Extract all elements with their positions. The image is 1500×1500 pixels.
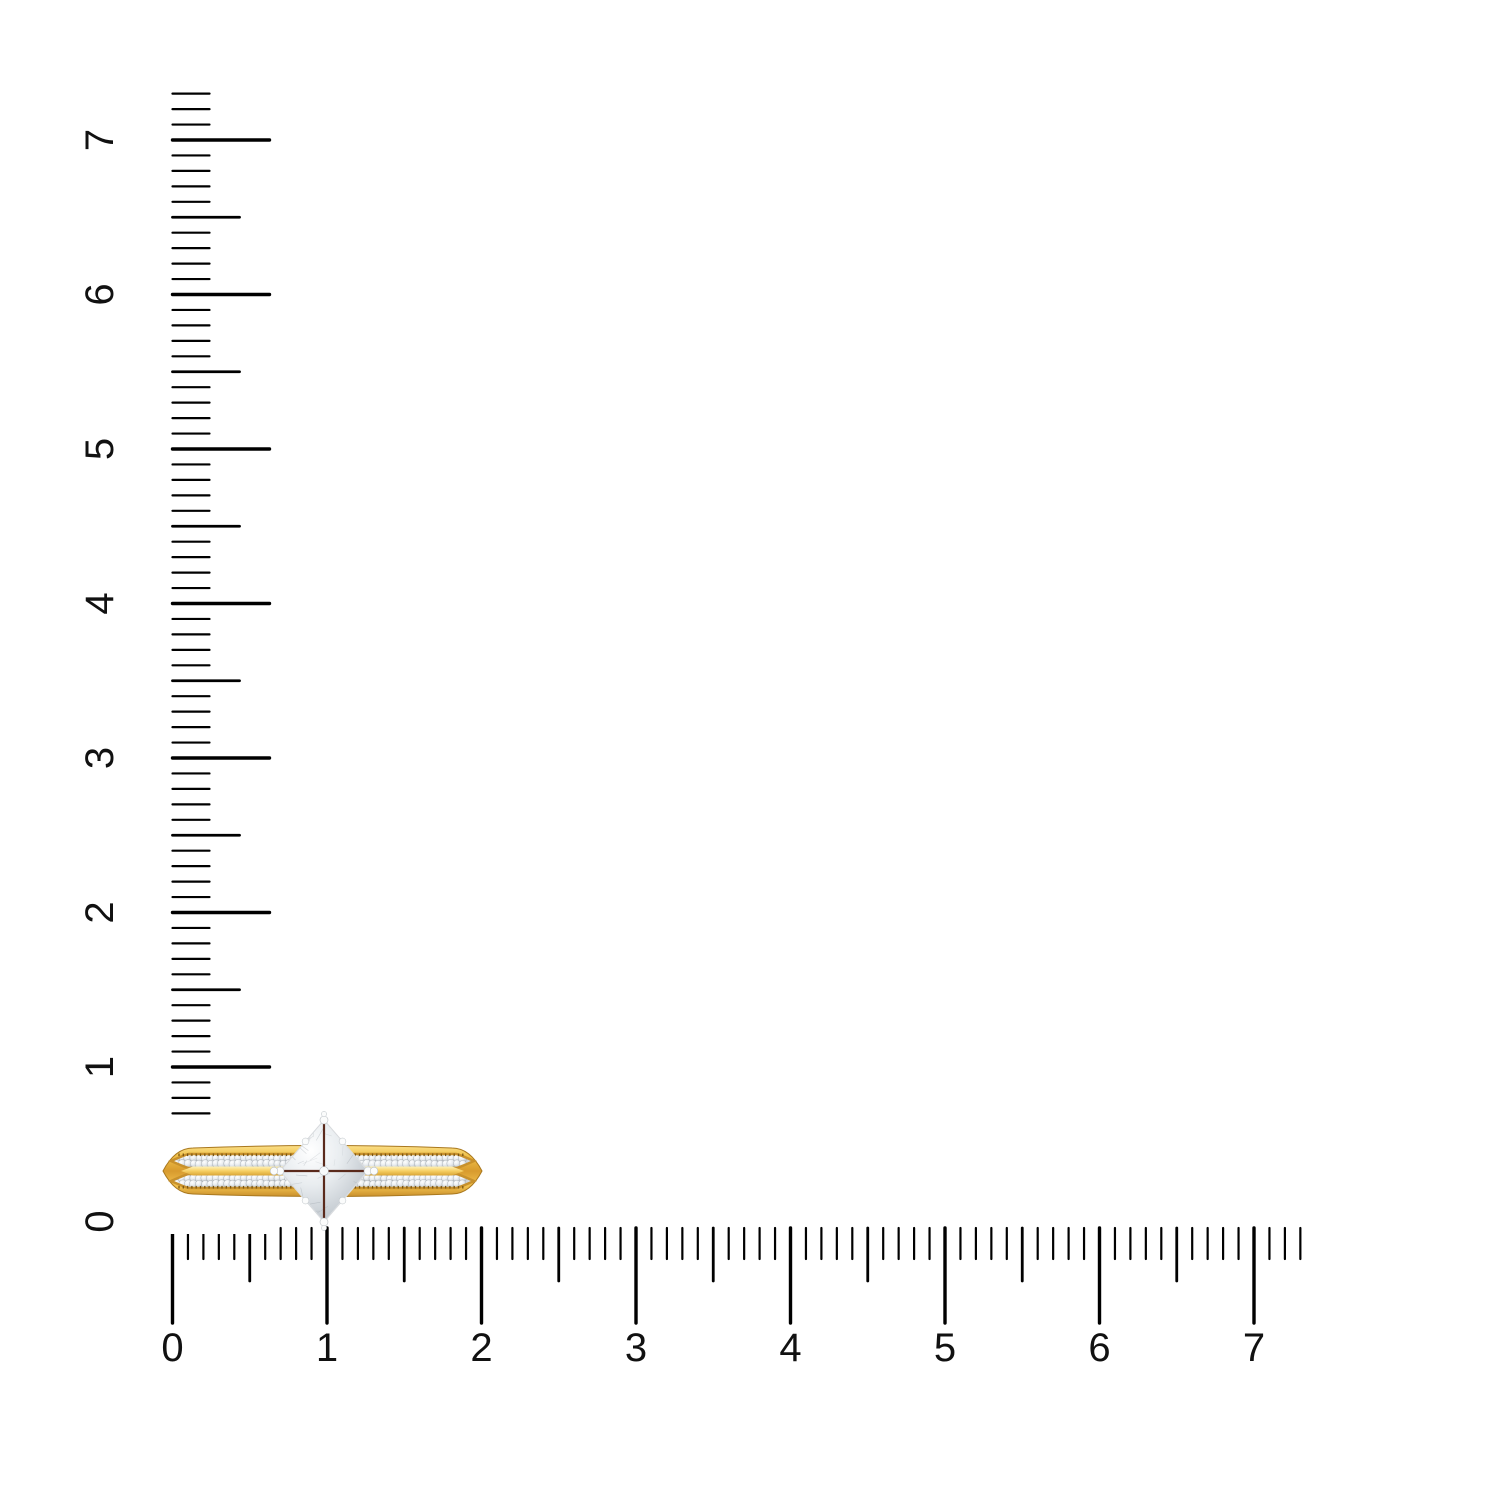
svg-text:0: 0 — [161, 1326, 183, 1370]
svg-text:2: 2 — [470, 1326, 492, 1370]
svg-text:7: 7 — [78, 129, 122, 151]
svg-text:6: 6 — [78, 283, 122, 305]
svg-text:4: 4 — [779, 1326, 801, 1370]
svg-text:4: 4 — [78, 592, 122, 614]
svg-text:5: 5 — [934, 1326, 956, 1370]
svg-text:2: 2 — [78, 901, 122, 923]
svg-text:6: 6 — [1088, 1326, 1110, 1370]
svg-text:7: 7 — [1243, 1326, 1265, 1370]
svg-text:5: 5 — [78, 438, 122, 460]
svg-text:1: 1 — [78, 1056, 122, 1078]
svg-text:1: 1 — [316, 1326, 338, 1370]
svg-text:3: 3 — [625, 1326, 647, 1370]
svg-text:3: 3 — [78, 747, 122, 769]
svg-text:0: 0 — [78, 1210, 122, 1232]
